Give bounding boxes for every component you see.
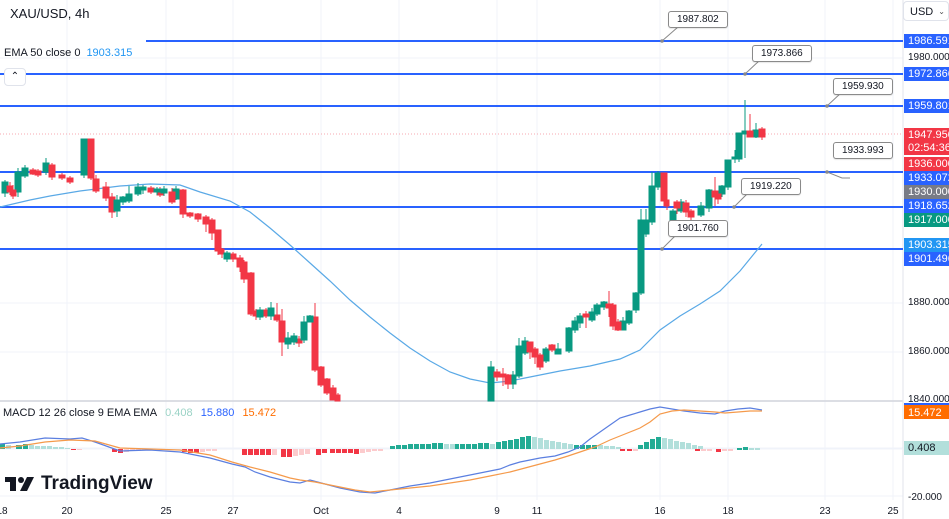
macd-axis-label: -20.000 (908, 492, 942, 503)
price-tag-level: 1972.866 (904, 67, 949, 81)
callout-label[interactable]: 1933.993 (833, 142, 893, 159)
price-tag-macd-signal: 15.472 (904, 403, 949, 419)
macd-histogram-value: 0.408 (165, 407, 193, 419)
ema-legend[interactable]: EMA 50 close 0 1903.315 (4, 47, 132, 59)
time-axis-label: 16 (654, 506, 666, 517)
time-axis-label: 4 (396, 506, 402, 517)
price-tag-ema: 1903.315 (904, 238, 949, 252)
signal-line (0, 409, 762, 493)
ema-line (0, 183, 763, 384)
price-tag-level: 1959.801 (904, 99, 949, 113)
horizontal-levels[interactable] (0, 40, 903, 250)
time-axis-label: 23 (819, 506, 831, 517)
price-tag-level: 1933.072 (904, 171, 949, 185)
price-axis-label: 1980.000 (908, 52, 949, 63)
candlesticks (1, 100, 766, 402)
callout-label[interactable]: 1901.760 (668, 220, 728, 237)
macd-histogram (0, 436, 760, 457)
macd-pane[interactable] (0, 406, 903, 494)
currency-selector[interactable]: USD ⌄ (903, 1, 949, 21)
time-axis-label: 18 (722, 506, 734, 517)
price-axis-label: 1860.000 (908, 346, 949, 357)
time-axis-label: 20 (61, 506, 73, 517)
tradingview-logo-icon (5, 477, 34, 491)
time-axis-label: 9 (494, 506, 500, 517)
chevron-down-icon: ⌄ (938, 7, 945, 16)
time-axis-label: 25 (887, 506, 899, 517)
callout-label[interactable]: 1959.930 (833, 78, 893, 95)
chevron-up-icon: ⌃ (10, 71, 20, 82)
price-tag-level: 1901.496 (904, 252, 949, 266)
time-axis-label: 11 (531, 506, 543, 517)
macd-line (0, 406, 763, 494)
time-axis-label: 18 (0, 506, 8, 517)
currency-label: USD (910, 6, 934, 18)
price-tag-mid: 1930.000 (904, 185, 949, 199)
price-tag-level: 1986.591 (904, 34, 949, 48)
time-axis-label: Oct (313, 506, 329, 517)
time-axis-label: 27 (227, 506, 239, 517)
price-tag-level: 1918.652 (904, 199, 949, 213)
ema-value: 1903.315 (86, 47, 133, 59)
macd-label: MACD 12 26 close 9 EMA EMA (3, 407, 158, 419)
bar-countdown: 02:54:36 (904, 141, 949, 155)
symbol-title[interactable]: XAU/USD, 4h (10, 6, 90, 21)
price-tag-last: 1947.950 (904, 128, 949, 142)
time-axis-label: 25 (160, 506, 172, 517)
macd-value: 15.880 (200, 407, 235, 419)
price-axis-label: 1880.000 (908, 297, 949, 308)
macd-legend[interactable]: MACD 12 26 close 9 EMA EMA 0.408 15.880 … (3, 407, 281, 419)
callout-label[interactable]: 1919.220 (741, 178, 801, 195)
tradingview-logo[interactable]: TradingView (5, 473, 153, 495)
callout-label[interactable]: 1973.866 (752, 45, 812, 62)
price-tag-high: 1936.000 (904, 157, 949, 171)
logo-text: TradingView (41, 473, 153, 494)
callout-label[interactable]: 1987.802 (668, 11, 728, 28)
collapse-legend-button[interactable]: ⌃ (4, 68, 26, 86)
price-tag-low: 1917.000 (904, 213, 949, 227)
macd-signal-value: 15.472 (242, 407, 277, 419)
price-tag-macd-hist: 0.408 (904, 441, 949, 455)
ema-label: EMA 50 close 0 (4, 47, 81, 59)
price-axis-label: 1840.000 (908, 394, 949, 405)
